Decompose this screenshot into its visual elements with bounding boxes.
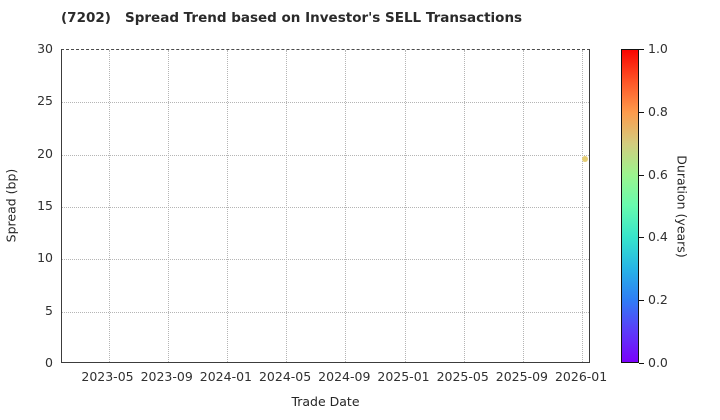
x-tick-label: 2023-05 (81, 369, 134, 384)
colorbar-tick-mark (639, 300, 644, 302)
colorbar-tick-label: 0.0 (648, 355, 668, 370)
colorbar-tick-label: 0.2 (648, 292, 668, 308)
chart-title: (7202) Spread Trend based on Investor's … (61, 10, 523, 26)
x-tick-label: 2024-09 (318, 369, 371, 384)
gridline-x (226, 50, 228, 362)
x-tick-label: 2025-09 (495, 369, 548, 384)
y-tick-label: 20 (37, 145, 53, 161)
colorbar-label: Duration (years) (674, 155, 690, 258)
colorbar-tick-mark (639, 174, 644, 176)
x-tick-label: 2023-09 (140, 369, 193, 384)
y-tick-label: 0 (45, 355, 53, 370)
gridline-x (345, 50, 347, 362)
y-tick-label: 10 (37, 250, 53, 266)
gridline-x (463, 50, 465, 362)
colorbar-tick-label: 0.6 (648, 166, 668, 182)
y-tick-label: 25 (37, 93, 53, 109)
colorbar-tick-mark (639, 237, 644, 239)
gridline-y (62, 102, 589, 104)
colorbar (621, 49, 639, 363)
colorbar-tick-label: 0.4 (648, 229, 668, 245)
gridline-y (62, 259, 589, 261)
x-tick-label: 2025-01 (377, 369, 430, 384)
gridline-x (286, 50, 288, 362)
colorbar-tick-label: 1.0 (648, 41, 668, 56)
x-tick-label: 2024-01 (199, 369, 252, 384)
x-tick-label: 2026-01 (554, 369, 608, 384)
gridline-y (62, 207, 589, 208)
colorbar-tick-mark (639, 49, 644, 50)
gridline-x (582, 50, 584, 362)
x-tick-label: 2025-05 (436, 369, 489, 384)
x-tick-label: 2024-05 (258, 369, 312, 384)
y-tick-label: 5 (45, 302, 53, 318)
gridline-y (62, 311, 589, 313)
colorbar-tick-mark (639, 111, 644, 113)
plot-area (61, 49, 590, 363)
data-point (581, 155, 588, 162)
colorbar-tick-label: 0.8 (648, 103, 668, 119)
gridline-x (108, 50, 110, 362)
gridline-x (167, 50, 169, 362)
gridline-x (522, 50, 524, 362)
gridline-x (404, 50, 406, 362)
y-tick-label: 15 (37, 198, 53, 213)
colorbar-tick-mark (639, 363, 644, 364)
y-tick-label: 30 (37, 41, 53, 56)
gridline-y (62, 154, 589, 156)
x-axis-label: Trade Date (291, 394, 360, 409)
